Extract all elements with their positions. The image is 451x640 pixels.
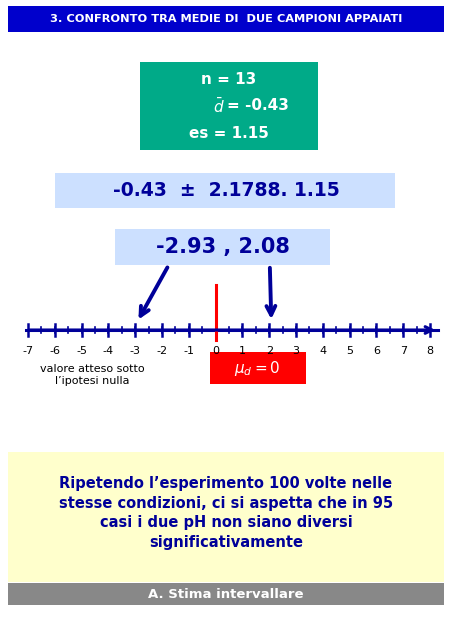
FancyBboxPatch shape <box>209 352 305 384</box>
Text: 5: 5 <box>345 346 352 356</box>
Text: $\mu_d = 0$: $\mu_d = 0$ <box>234 358 280 378</box>
Text: -6: -6 <box>49 346 60 356</box>
Text: 4: 4 <box>318 346 326 356</box>
Text: 2: 2 <box>265 346 272 356</box>
Text: A. Stima intervallare: A. Stima intervallare <box>148 588 303 600</box>
Text: -2.93 , 2.08: -2.93 , 2.08 <box>155 237 289 257</box>
Text: 3. CONFRONTO TRA MEDIE DI  DUE CAMPIONI APPAIATI: 3. CONFRONTO TRA MEDIE DI DUE CAMPIONI A… <box>50 14 401 24</box>
Text: -4: -4 <box>103 346 114 356</box>
FancyBboxPatch shape <box>140 62 318 150</box>
Text: -2: -2 <box>156 346 167 356</box>
Text: -0.43  ±  2.1788. 1.15: -0.43 ± 2.1788. 1.15 <box>112 181 339 200</box>
Text: -7: -7 <box>23 346 33 356</box>
Text: Ripetendo l’esperimento 100 volte nelle
stesse condizioni, ci si aspetta che in : Ripetendo l’esperimento 100 volte nelle … <box>59 476 392 550</box>
FancyBboxPatch shape <box>8 6 443 32</box>
FancyBboxPatch shape <box>55 173 394 208</box>
Text: -5: -5 <box>76 346 87 356</box>
Text: 1: 1 <box>239 346 245 356</box>
FancyBboxPatch shape <box>8 583 443 605</box>
FancyBboxPatch shape <box>115 229 329 265</box>
Text: 0: 0 <box>212 346 219 356</box>
Text: -1: -1 <box>183 346 194 356</box>
Text: 7: 7 <box>399 346 406 356</box>
Text: es = 1.15: es = 1.15 <box>189 127 268 141</box>
Text: 3: 3 <box>292 346 299 356</box>
Text: n = 13: n = 13 <box>201 72 256 88</box>
Text: $\bar{d}$: $\bar{d}$ <box>213 97 225 116</box>
Text: = -0.43: = -0.43 <box>226 99 288 113</box>
FancyBboxPatch shape <box>8 452 443 582</box>
Text: -3: -3 <box>129 346 140 356</box>
Text: valore atteso sotto
l’ipotesi nulla: valore atteso sotto l’ipotesi nulla <box>40 364 144 385</box>
Text: 6: 6 <box>372 346 379 356</box>
Text: 8: 8 <box>425 346 433 356</box>
